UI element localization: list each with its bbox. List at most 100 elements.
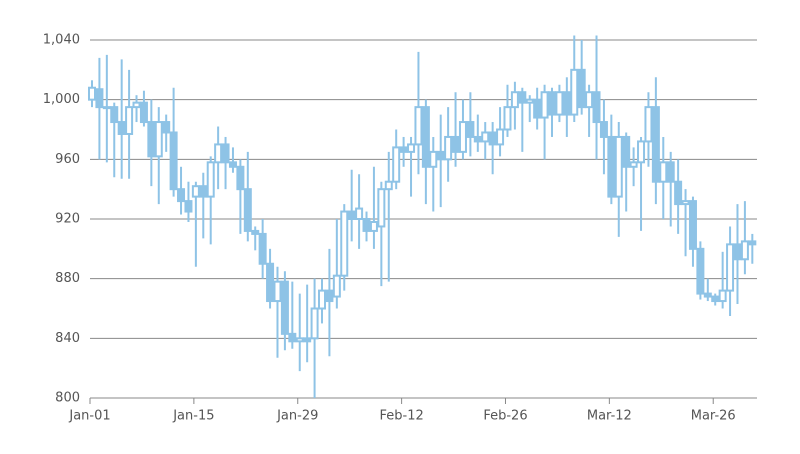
candle-body bbox=[295, 337, 304, 343]
y-tick-label: 1,040 bbox=[43, 33, 80, 48]
x-tick-label: Mar-26 bbox=[691, 409, 736, 424]
candle-body bbox=[488, 131, 497, 146]
candle-body bbox=[659, 161, 668, 183]
x-tick-label: Feb-12 bbox=[379, 409, 423, 424]
candle-body bbox=[481, 131, 490, 143]
candle-body bbox=[555, 91, 564, 116]
candle-body bbox=[533, 98, 542, 119]
candle-body bbox=[622, 135, 631, 168]
candle-body bbox=[444, 135, 453, 161]
candle-body bbox=[711, 295, 720, 303]
y-tick-label: 920 bbox=[55, 212, 80, 227]
candle-body bbox=[147, 121, 156, 158]
candle-body bbox=[236, 165, 245, 191]
candle-body bbox=[414, 106, 423, 146]
candle-body bbox=[139, 101, 148, 124]
candle-body bbox=[666, 161, 675, 183]
candle-body bbox=[95, 88, 104, 109]
candle-body bbox=[228, 161, 237, 168]
candle-body bbox=[369, 220, 378, 232]
candle-body bbox=[421, 106, 430, 168]
candle-body bbox=[258, 232, 267, 265]
candle-body bbox=[703, 292, 712, 298]
candle-body bbox=[651, 106, 660, 183]
candle-body bbox=[399, 146, 408, 153]
x-tick-label: Feb-26 bbox=[483, 409, 527, 424]
candle-body bbox=[681, 200, 690, 206]
candle-body bbox=[629, 161, 638, 168]
candle-body bbox=[318, 289, 326, 310]
candle-body bbox=[288, 332, 297, 343]
candle-body bbox=[525, 98, 534, 104]
candle-body bbox=[280, 280, 289, 335]
candle-body bbox=[355, 207, 364, 221]
candle-body bbox=[162, 121, 171, 134]
candle-body bbox=[496, 128, 505, 146]
candle-body bbox=[726, 243, 735, 292]
candle-body bbox=[251, 229, 260, 235]
candle-body bbox=[696, 247, 705, 295]
candle-body bbox=[562, 91, 571, 116]
candle-body bbox=[325, 289, 334, 303]
x-tick-label: Jan-01 bbox=[68, 409, 110, 424]
x-tick-label: Jan-29 bbox=[276, 409, 318, 424]
candle-body bbox=[429, 150, 438, 168]
candle-body bbox=[221, 143, 230, 164]
candle-body bbox=[674, 180, 683, 206]
candle-body bbox=[184, 200, 193, 213]
candle-body bbox=[273, 280, 282, 303]
y-tick-label: 840 bbox=[55, 331, 80, 346]
candle-body bbox=[644, 106, 653, 143]
candle-body bbox=[733, 243, 742, 261]
candle-body bbox=[117, 121, 126, 135]
candle-body bbox=[347, 210, 356, 221]
candle-body bbox=[199, 185, 208, 198]
candle-body bbox=[607, 135, 616, 198]
candle-body bbox=[592, 91, 601, 124]
candle-body bbox=[332, 274, 341, 298]
candle-body bbox=[577, 68, 586, 109]
candle-body bbox=[540, 91, 549, 119]
candle-body bbox=[548, 91, 556, 116]
x-tick-label: Mar-12 bbox=[587, 409, 632, 424]
candle-body bbox=[518, 91, 527, 104]
candle-body bbox=[599, 121, 608, 138]
y-tick-label: 1,000 bbox=[43, 92, 80, 107]
candle-body bbox=[169, 131, 178, 191]
candle-body bbox=[473, 135, 482, 143]
candle-body bbox=[614, 135, 623, 198]
candle-body bbox=[125, 106, 134, 135]
candle-body bbox=[266, 262, 275, 303]
x-tick-label: Jan-15 bbox=[172, 409, 214, 424]
candle-body bbox=[132, 101, 141, 109]
candle-body bbox=[154, 121, 163, 158]
candle-body bbox=[88, 86, 96, 101]
candle-body bbox=[503, 106, 512, 131]
candle-body bbox=[451, 135, 460, 153]
candle-body bbox=[303, 337, 312, 343]
y-tick-label: 880 bbox=[55, 271, 80, 286]
candle-body bbox=[392, 146, 401, 183]
candle-body bbox=[718, 289, 727, 303]
candle-body bbox=[637, 140, 646, 164]
candle-body bbox=[102, 106, 111, 110]
candle-body bbox=[206, 161, 215, 198]
candle-body bbox=[110, 106, 119, 124]
candle-body bbox=[377, 188, 386, 228]
candle-body bbox=[466, 121, 475, 138]
candle-body bbox=[436, 150, 445, 161]
candle-body bbox=[384, 180, 393, 191]
candle-body bbox=[510, 91, 519, 109]
candle-body bbox=[585, 91, 594, 109]
candle-body bbox=[748, 240, 757, 246]
y-tick-label: 800 bbox=[55, 391, 80, 406]
candle-body bbox=[362, 218, 371, 232]
candle-body bbox=[243, 188, 252, 232]
candle-body bbox=[407, 143, 416, 153]
candle-body bbox=[570, 68, 579, 116]
candle-body bbox=[688, 200, 697, 250]
candle-body bbox=[191, 185, 200, 198]
candle-body bbox=[740, 240, 749, 261]
candle-body bbox=[340, 210, 349, 277]
